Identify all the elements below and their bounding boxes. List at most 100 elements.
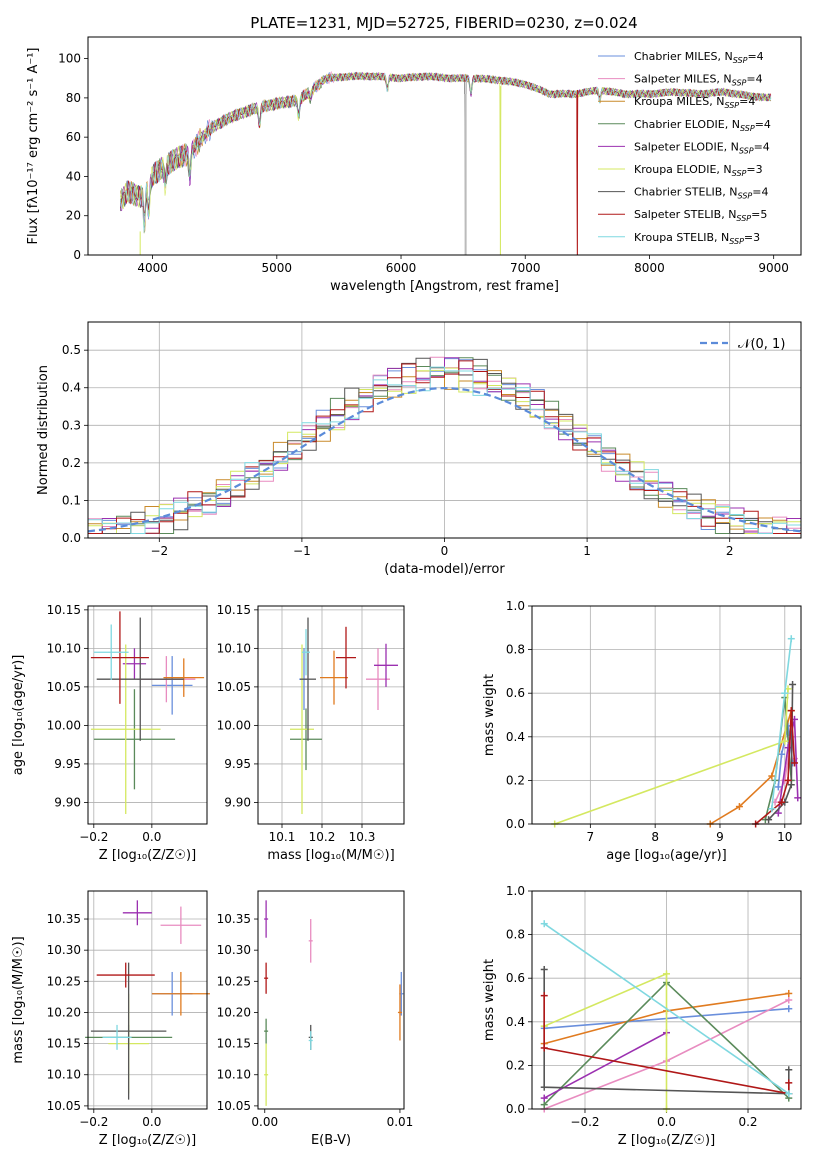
y-tick-label: 0.6 <box>506 686 525 700</box>
y-tick-label: 10.20 <box>217 1005 251 1019</box>
x-tick-label: 0.00 <box>251 1115 278 1129</box>
x-axis-label: mass [log₁₀(M/M☉)] <box>267 848 394 863</box>
plot-area <box>264 900 404 1106</box>
errorbar-point-kroupa-stelib <box>302 629 310 676</box>
x-axis-label: Z [log₁₀(Z/Z☉)] <box>99 1133 196 1148</box>
y-tick-label: 10.10 <box>217 1068 251 1082</box>
y-tick-label: 9.90 <box>54 795 81 809</box>
plot-area <box>120 70 772 256</box>
errorbar-point-chabrier-stelib <box>90 962 167 1100</box>
y-tick-label: 10.05 <box>217 680 251 694</box>
series-line <box>543 923 790 1095</box>
legend-entry: Chabrier STELIB, NSSP=4 <box>634 186 768 201</box>
y-tick-label: 0.1 <box>62 493 81 507</box>
data-point <box>765 816 773 824</box>
y-tick-label: 10.35 <box>217 912 251 926</box>
y-axis-label: age [log₁₀(age/yr)] <box>11 655 26 776</box>
x-tick-label: 0.01 <box>387 1115 414 1129</box>
errorbar-point-kroupa-miles <box>320 650 348 705</box>
y-tick-label: 10.15 <box>217 1037 251 1051</box>
x-tick-label: 10.2 <box>309 830 336 844</box>
y-tick-label: 0.0 <box>506 1102 525 1116</box>
y-tick-label: 10.20 <box>47 1005 81 1019</box>
spectrum-line-chabrier-elodie <box>120 71 772 217</box>
x-tick-label: 9000 <box>758 261 789 275</box>
legend-entry: Kroupa MILES, NSSP=4 <box>634 95 755 110</box>
data-point <box>787 635 795 643</box>
series-kroupa-stelib <box>768 635 795 813</box>
errorbar-point-salpeter-elodie <box>374 643 398 687</box>
errorbar-point-kroupa-stelib <box>93 624 129 680</box>
axes-frame <box>87 605 208 825</box>
data-point <box>789 680 797 688</box>
data-point <box>540 920 548 928</box>
x-axis-label: Z [log₁₀(Z/Z☉)] <box>99 848 196 863</box>
legend-entry: Salpeter MILES, NSSP=4 <box>634 73 763 88</box>
x-tick-label: 0.0 <box>142 830 161 844</box>
axes-frame <box>531 890 802 1110</box>
axes-frame <box>257 605 405 825</box>
errorbar-point-kroupa-stelib <box>308 1031 313 1050</box>
y-tick-label: 10.00 <box>217 718 251 732</box>
x-tick-label: 10 <box>777 830 792 844</box>
x-tick-label: 0.2 <box>738 1115 757 1129</box>
series-kroupa-elodie <box>551 685 792 828</box>
errorbar-point-kroupa-miles <box>163 658 205 697</box>
y-tick-label: 10.15 <box>47 603 81 617</box>
x-tick-label: 0.0 <box>142 1115 161 1129</box>
x-tick-label: 0 <box>441 544 449 558</box>
errorbar-point-kroupa-stelib <box>102 1024 132 1050</box>
y-tick-label: 10.25 <box>47 974 81 988</box>
data-point <box>781 737 789 745</box>
data-point <box>774 809 782 817</box>
chart-title: PLATE=1231, MJD=52725, FIBERID=0230, z=0… <box>250 14 637 32</box>
y-tick-label: 9.95 <box>224 757 251 771</box>
x-tick-label: −2 <box>150 544 168 558</box>
x-tick-label: 0.0 <box>657 1115 676 1129</box>
data-point <box>540 1083 548 1091</box>
axes-frame <box>87 321 802 539</box>
data-point <box>785 1090 793 1098</box>
chart-mass-vs-EBV: 0.00 0.01 10.05 10.10 10.15 10.20 10.25 10.30 10… <box>217 890 414 1148</box>
y-tick-label: 0.4 <box>506 730 525 744</box>
legend-entry: Salpeter STELIB, NSSP=5 <box>634 208 767 223</box>
x-axis-label: (data-model)/error <box>384 562 505 577</box>
y-tick-label: 10.05 <box>217 1099 251 1113</box>
series-line <box>768 684 794 821</box>
data-point <box>787 707 795 715</box>
plot-area <box>87 356 802 534</box>
data-point <box>778 798 786 806</box>
y-tick-label: 10.30 <box>217 943 251 957</box>
data-point <box>785 996 793 1004</box>
chart-residuals: −2 −1 0 1 2 0.0 0.1 0.2 0.3 0.4 0.5 (data-model)/er… <box>36 321 802 577</box>
plot-area <box>290 617 398 814</box>
y-tick-label: 0 <box>73 248 81 262</box>
y-axis-label: mass [log₁₀(M/M☉)] <box>11 936 26 1063</box>
x-tick-label: 4000 <box>137 261 168 275</box>
x-tick-label: −0.2 <box>79 830 108 844</box>
y-tick-label: 10.05 <box>47 1099 81 1113</box>
x-tick-label: 7 <box>587 830 595 844</box>
data-point <box>784 744 792 752</box>
errorbar-point-kroupa-miles <box>397 984 402 1041</box>
x-tick-label: 10.3 <box>349 830 376 844</box>
errorbar-point-salpeter-elodie <box>264 900 269 938</box>
x-tick-label: 9 <box>716 830 724 844</box>
errorbar-point-kroupa-elodie <box>290 644 314 814</box>
errorbar-point-salpeter-miles <box>308 919 313 963</box>
x-axis-label: E(B-V) <box>311 1133 351 1148</box>
y-tick-label: 0.0 <box>506 817 525 831</box>
series-line <box>543 995 790 1095</box>
x-tick-label: 6000 <box>386 261 417 275</box>
y-axis-label: mass weight <box>482 674 497 756</box>
errorbar-point-salpeter-miles <box>160 906 202 944</box>
y-tick-label: 40 <box>66 169 81 183</box>
y-tick-label: 10.35 <box>47 912 81 926</box>
data-point <box>540 1101 548 1109</box>
data-point <box>791 759 799 767</box>
y-axis-label: Normed distribution <box>36 365 51 495</box>
data-point <box>787 781 795 789</box>
y-tick-label: 10.15 <box>217 603 251 617</box>
x-tick-label: −0.2 <box>570 1115 599 1129</box>
